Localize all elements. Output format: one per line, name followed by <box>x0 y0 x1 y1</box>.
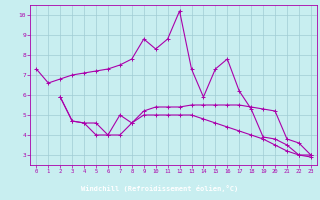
Text: Windchill (Refroidissement éolien,°C): Windchill (Refroidissement éolien,°C) <box>81 185 239 192</box>
